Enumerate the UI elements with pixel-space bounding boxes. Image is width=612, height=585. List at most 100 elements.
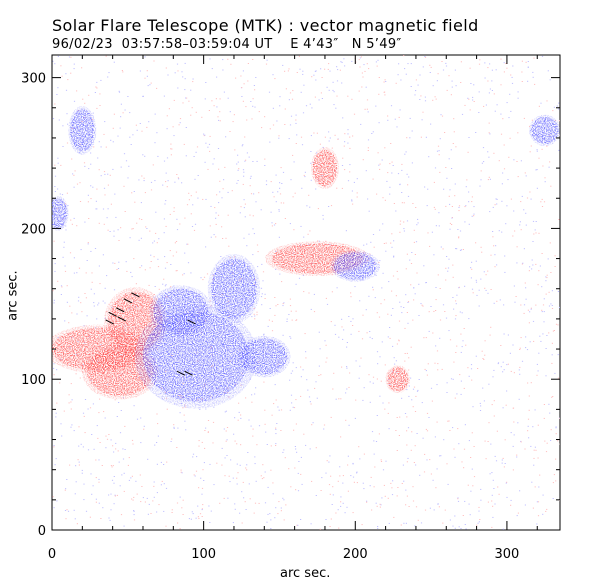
noise-speck xyxy=(515,296,517,297)
noise-speck xyxy=(101,465,103,466)
noise-speck xyxy=(464,424,466,426)
noise-speck xyxy=(518,369,520,371)
noise-speck xyxy=(448,158,450,160)
noise-speck xyxy=(165,487,168,489)
noise-speck xyxy=(236,477,238,479)
noise-speck xyxy=(408,395,410,397)
noise-speck xyxy=(243,171,245,173)
noise-speck xyxy=(275,305,277,307)
noise-speck xyxy=(200,477,202,479)
noise-speck xyxy=(468,223,470,225)
noise-speck xyxy=(461,461,463,463)
noise-speck xyxy=(256,314,258,316)
noise-speck xyxy=(79,201,82,202)
noise-speck xyxy=(372,131,374,133)
noise-speck xyxy=(329,455,331,457)
noise-speck xyxy=(401,397,403,399)
noise-speck xyxy=(95,459,97,461)
noise-speck xyxy=(517,176,519,178)
noise-speck xyxy=(434,436,436,438)
noise-speck xyxy=(110,509,112,511)
noise-speck xyxy=(207,146,209,148)
noise-speck xyxy=(249,498,251,500)
noise-speck xyxy=(332,81,334,83)
noise-speck xyxy=(309,448,311,450)
noise-speck xyxy=(281,281,283,283)
noise-speck xyxy=(223,497,225,499)
noise-speck xyxy=(87,408,89,410)
noise-speck xyxy=(497,486,499,488)
noise-speck xyxy=(278,135,280,137)
noise-speck xyxy=(115,448,117,450)
noise-speck xyxy=(314,387,316,389)
noise-speck xyxy=(558,102,560,104)
noise-speck xyxy=(509,137,511,139)
noise-speck xyxy=(531,481,533,483)
noise-speck xyxy=(305,444,307,446)
noise-speck xyxy=(90,288,92,290)
noise-speck xyxy=(426,412,429,414)
noise-speck xyxy=(422,111,424,113)
noise-speck xyxy=(352,462,354,464)
noise-speck xyxy=(300,395,302,397)
noise-speck xyxy=(140,202,142,204)
noise-speck xyxy=(227,497,229,499)
noise-speck xyxy=(440,455,442,457)
noise-speck xyxy=(519,347,521,349)
noise-speck xyxy=(54,270,56,272)
noise-speck xyxy=(364,108,366,110)
noise-speck xyxy=(320,490,322,491)
noise-speck xyxy=(184,78,186,80)
noise-speck xyxy=(272,482,274,484)
noise-speck xyxy=(542,165,544,167)
noise-speck xyxy=(100,175,102,177)
noise-speck xyxy=(379,168,381,170)
noise-speck xyxy=(350,320,352,322)
noise-speck xyxy=(82,98,84,100)
noise-speck xyxy=(238,411,240,413)
noise-speck xyxy=(76,225,78,227)
noise-speck xyxy=(275,174,277,176)
noise-speck xyxy=(296,524,298,526)
noise-speck xyxy=(525,298,527,300)
noise-speck xyxy=(557,108,560,110)
noise-speck xyxy=(318,365,320,367)
noise-speck xyxy=(303,84,305,86)
noise-speck xyxy=(124,425,126,427)
noise-speck xyxy=(355,399,357,401)
noise-speck xyxy=(330,416,332,418)
noise-speck xyxy=(475,260,477,262)
noise-speck xyxy=(376,415,378,416)
noise-speck xyxy=(408,357,410,359)
noise-speck xyxy=(226,455,228,456)
noise-speck xyxy=(315,447,317,449)
noise-speck xyxy=(385,81,387,82)
noise-speck xyxy=(252,428,254,430)
noise-speck xyxy=(460,380,462,382)
noise-speck xyxy=(541,198,543,200)
noise-speck xyxy=(123,153,126,155)
noise-speck xyxy=(64,510,67,511)
noise-speck xyxy=(107,184,109,186)
noise-speck xyxy=(311,424,313,426)
noise-speck xyxy=(414,525,416,527)
noise-speck xyxy=(317,240,319,242)
noise-speck xyxy=(510,504,512,506)
noise-speck xyxy=(309,103,311,105)
noise-speck xyxy=(184,89,186,91)
noise-speck xyxy=(221,464,223,466)
noise-speck xyxy=(442,304,445,306)
noise-speck xyxy=(464,500,466,502)
noise-speck xyxy=(113,482,115,484)
noise-speck xyxy=(366,99,369,101)
noise-speck xyxy=(420,522,423,524)
noise-speck xyxy=(113,451,115,453)
noise-speck xyxy=(536,150,538,152)
noise-speck xyxy=(458,205,461,207)
noise-speck xyxy=(559,417,560,419)
noise-speck xyxy=(280,167,282,169)
noise-speck xyxy=(98,222,100,224)
noise-speck xyxy=(489,334,491,336)
noise-speck xyxy=(275,427,277,429)
noise-speck xyxy=(187,243,189,245)
